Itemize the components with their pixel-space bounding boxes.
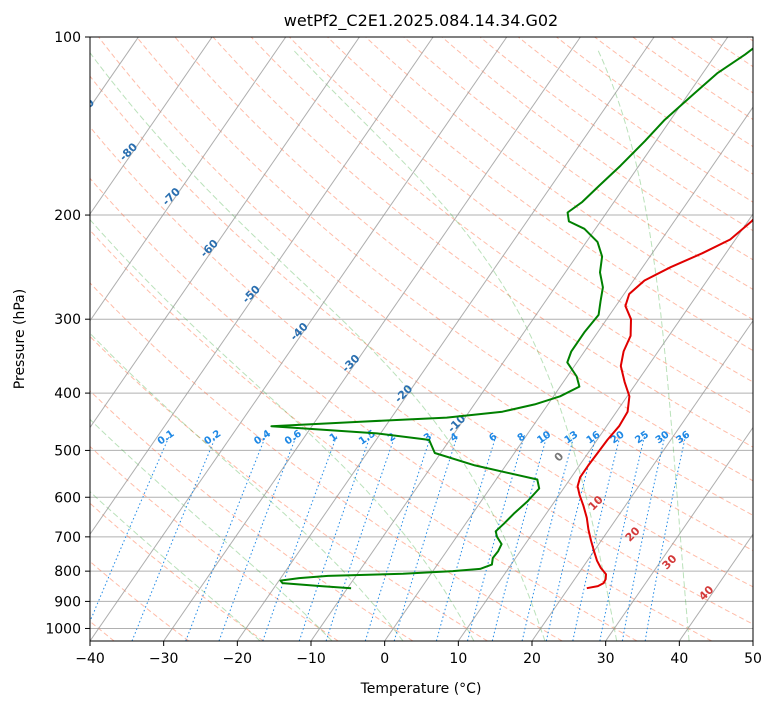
- mixing-ratio-line: [185, 434, 267, 641]
- mixing-ratio-line: [90, 434, 171, 623]
- mixing-ratio-line: [572, 434, 621, 641]
- y-tick-label: 300: [54, 312, 81, 328]
- dry-adiabat-line: [90, 335, 488, 641]
- mixing-ratio-line: [435, 434, 497, 641]
- plot-background: [90, 37, 753, 641]
- x-tick-label: 0: [380, 651, 389, 667]
- mixing-ratio-line: [262, 434, 338, 641]
- isotherm-line: [678, 533, 753, 641]
- x-tick-label: 20: [523, 651, 541, 667]
- isotherm-line: [531, 319, 753, 641]
- x-tick-label: 30: [597, 651, 615, 667]
- y-tick-label: 400: [54, 386, 81, 402]
- dry-adiabat-line: [98, 37, 753, 552]
- y-tick-label: 200: [54, 208, 81, 224]
- dry-adiabat-line: [90, 177, 712, 641]
- moist-adiabat-line: [90, 218, 475, 641]
- mixing-ratio-line: [621, 434, 666, 641]
- isotherm-line: [90, 37, 287, 322]
- isotherm-label: -100: [31, 44, 60, 73]
- isotherm-line: [236, 37, 655, 641]
- y-axis-ticks: 100 200 300 400 500 600 700 800 900 1000: [45, 30, 90, 637]
- x-axis-ticks: −40 −30 −20 −10 0 10 20 30 40 50: [75, 641, 762, 667]
- x-tick-label: −40: [75, 651, 105, 667]
- y-tick-label: 500: [54, 443, 81, 459]
- mixing-ratio-line: [545, 434, 597, 641]
- isotherm-line: [90, 37, 213, 215]
- moist-adiabat-line: [597, 49, 690, 641]
- isotherm-line: [384, 106, 753, 641]
- mixing-ratio-line: [467, 434, 526, 641]
- dry-adiabat-line: [136, 37, 753, 516]
- isotherm-line: [457, 213, 753, 641]
- isotherm-line: [163, 37, 581, 641]
- dry-adiabat-line: [212, 37, 753, 448]
- dry-adiabat-line: [365, 37, 753, 321]
- chart-title: wetPf2_C2E1.2025.084.14.34.G02: [284, 11, 558, 31]
- temperature-profile-line: [576, 218, 753, 590]
- mixing-ratio-line: [599, 434, 646, 641]
- isotherm-line: [310, 37, 729, 641]
- x-axis-label: Temperature (°C): [360, 681, 482, 697]
- dry-adiabat-line: [289, 37, 753, 383]
- dry-adiabat-line: [556, 37, 753, 175]
- y-axis-label: Pressure (hPa): [12, 289, 28, 389]
- mixing-ratio-line: [218, 434, 298, 641]
- isotherm-line: [605, 426, 753, 641]
- y-tick-label: 800: [54, 564, 81, 580]
- dry-adiabat-line: [441, 37, 753, 261]
- mixing-ratio-line: [644, 434, 687, 641]
- isotherm-line: [0, 37, 65, 641]
- moist-adiabat-line: [90, 332, 404, 641]
- x-tick-label: 50: [744, 651, 762, 667]
- isotherm-line: [90, 37, 434, 536]
- dry-adiabat-line: [90, 126, 753, 625]
- mixing-ratio-line: [521, 434, 575, 641]
- dewpoint-profile-line: [270, 47, 753, 590]
- x-tick-label: −20: [223, 651, 253, 667]
- dry-adiabat-line: [250, 37, 753, 415]
- dry-adiabat-line: [174, 37, 753, 482]
- background-lines: [0, 37, 753, 641]
- moist-adiabat-line: [90, 418, 333, 641]
- y-tick-label: 600: [54, 490, 81, 506]
- isotherm-line: [752, 640, 753, 641]
- y-tick-label: 100: [54, 30, 81, 46]
- dry-adiabat-line: [90, 445, 339, 641]
- x-tick-label: −10: [296, 651, 326, 667]
- y-tick-label: 700: [54, 530, 81, 546]
- pressure-grid: [90, 37, 753, 629]
- profile-series: [270, 47, 753, 590]
- y-tick-label: 900: [54, 594, 81, 610]
- isotherm-label: -90: [74, 96, 97, 119]
- y-tick-label: 1000: [45, 621, 81, 637]
- dry-adiabat-line: [327, 37, 753, 352]
- moist-adiabat-line: [90, 51, 546, 641]
- isotherm-line: [90, 37, 360, 429]
- plot-frame: [89, 36, 754, 642]
- x-tick-label: 10: [449, 651, 467, 667]
- dry-adiabat-line: [90, 75, 753, 588]
- x-tick-label: 40: [670, 651, 688, 667]
- x-tick-label: −30: [149, 651, 179, 667]
- isotherm-line: [90, 37, 508, 641]
- dry-adiabat-line: [90, 390, 414, 641]
